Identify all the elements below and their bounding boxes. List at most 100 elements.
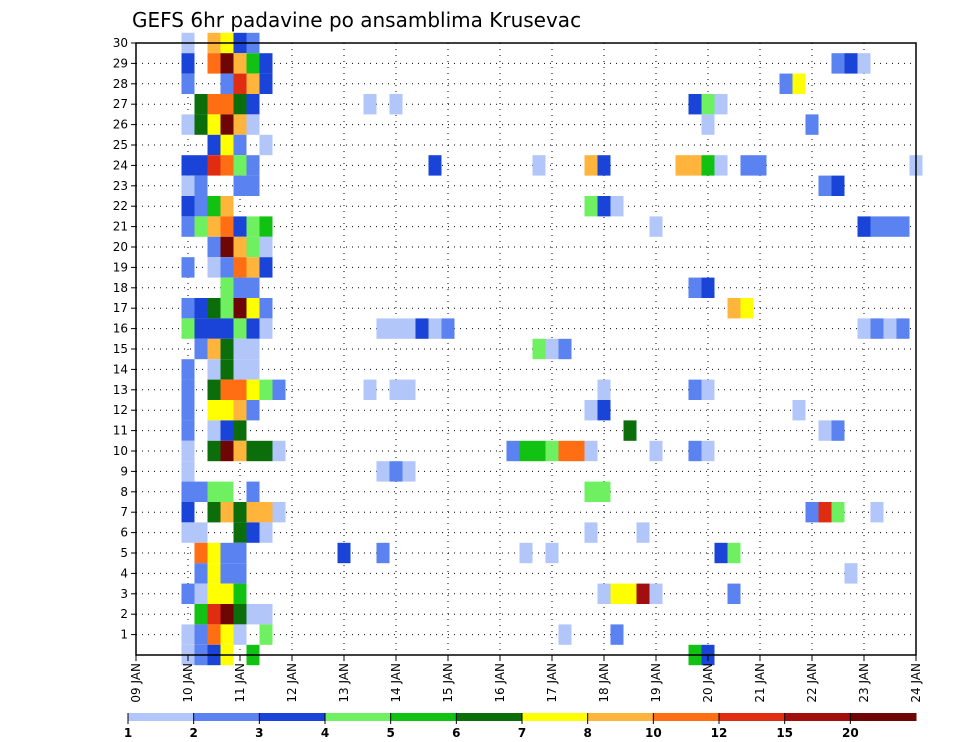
- heatmap-cell: [246, 318, 260, 339]
- heatmap-cell: [207, 94, 221, 115]
- heatmap-cell: [376, 461, 390, 482]
- heatmap-cell: [883, 216, 897, 237]
- heatmap-cell: [688, 94, 702, 115]
- heatmap-cell: [181, 440, 195, 462]
- heatmap-cell: [701, 379, 715, 400]
- colorbar-swatch: [850, 713, 917, 721]
- heatmap-cell: [259, 502, 273, 523]
- x-tick-label: 10 JAN: [181, 663, 195, 703]
- heatmap-cell: [181, 583, 195, 604]
- y-tick-label: 9: [120, 464, 128, 478]
- heatmap-cell: [207, 196, 221, 217]
- heatmap-cell: [233, 73, 247, 94]
- heatmap-cell: [389, 379, 403, 400]
- heatmap-cell: [181, 400, 195, 421]
- heatmap-cell: [545, 542, 559, 564]
- heatmap-cell: [246, 73, 260, 94]
- heatmap-cell: [558, 440, 572, 462]
- heatmap-cell: [831, 53, 845, 74]
- y-tick-label: 20: [113, 240, 128, 254]
- heatmap-cell: [246, 175, 260, 196]
- heatmap-cell: [389, 461, 403, 482]
- heatmap-cells: [181, 32, 923, 666]
- heatmap-cell: [181, 257, 195, 278]
- colorbar-label: 20: [842, 726, 859, 740]
- heatmap-cell: [584, 155, 598, 176]
- heatmap-cell: [233, 277, 247, 298]
- heatmap-cell: [207, 298, 221, 319]
- y-tick-label: 8: [120, 485, 128, 499]
- heatmap-cell: [220, 73, 234, 94]
- y-tick-label: 28: [113, 77, 128, 91]
- x-axis: 09 JAN 10 JAN 11 JAN 12 JAN 13 JAN 14 JAN 15 J…: [129, 655, 923, 703]
- heatmap-cell: [259, 216, 273, 237]
- y-axis: 1234567891011121314151617181920212223242…: [113, 36, 136, 642]
- y-tick-label: 3: [120, 587, 128, 601]
- heatmap-cell: [415, 318, 429, 339]
- heatmap-cell: [220, 481, 234, 502]
- heatmap-cell: [857, 216, 871, 237]
- heatmap-cell: [220, 277, 234, 298]
- heatmap-cell: [194, 114, 208, 135]
- x-tick-label: 19 JAN: [649, 663, 663, 703]
- x-tick-label: 20 JAN: [701, 663, 715, 703]
- heatmap-cell: [181, 216, 195, 237]
- heatmap-cell: [233, 298, 247, 319]
- heatmap-cell: [558, 624, 572, 645]
- heatmap-cell: [220, 94, 234, 115]
- colorbar-swatch: [719, 713, 786, 721]
- heatmap-cell: [194, 522, 208, 543]
- heatmap-cell: [194, 338, 208, 360]
- colorbar-swatch: [456, 713, 523, 721]
- heatmap-cell: [558, 338, 572, 360]
- heatmap-cell: [233, 604, 247, 625]
- heatmap-cell: [233, 379, 247, 400]
- heatmap-cell: [194, 94, 208, 115]
- heatmap-cell: [246, 216, 260, 237]
- heatmap-cell: [597, 481, 611, 502]
- heatmap-cell: [805, 114, 819, 135]
- heatmap-cell: [194, 196, 208, 217]
- heatmap-cell: [233, 114, 247, 135]
- heatmap-cell: [207, 379, 221, 400]
- heatmap-cell: [688, 440, 702, 462]
- heatmap-cell: [272, 379, 286, 400]
- heatmap-cell: [181, 461, 195, 482]
- heatmap-cell: [389, 318, 403, 339]
- heatmap-cell: [246, 379, 260, 400]
- heatmap-cell: [207, 604, 221, 625]
- heatmap-cell: [233, 318, 247, 339]
- y-tick-label: 7: [120, 505, 128, 519]
- heatmap-cell: [207, 542, 221, 564]
- heatmap-cell: [181, 359, 195, 380]
- heatmap-cell: [246, 53, 260, 74]
- heatmap-cell: [389, 94, 403, 115]
- colorbar-label: 4: [321, 726, 329, 740]
- heatmap-cell: [246, 94, 260, 115]
- heatmap-cell: [220, 604, 234, 625]
- heatmap-cell: [220, 400, 234, 421]
- heatmap-cell: [714, 94, 728, 115]
- colorbar-swatch: [784, 713, 851, 721]
- heatmap-cell: [220, 257, 234, 278]
- heatmap-cell: [207, 563, 221, 584]
- heatmap-cell: [428, 318, 442, 339]
- heatmap-cell: [792, 73, 806, 94]
- heatmap-cell: [220, 379, 234, 400]
- heatmap-cell: [207, 359, 221, 380]
- heatmap-cell: [428, 155, 442, 176]
- heatmap-cell: [831, 420, 845, 441]
- heatmap-cell: [597, 400, 611, 421]
- colorbar-label: 12: [711, 726, 728, 740]
- heatmap-cell: [597, 196, 611, 217]
- heatmap-cell: [181, 114, 195, 135]
- heatmap-cell: [181, 522, 195, 543]
- y-tick-label: 22: [113, 199, 128, 213]
- x-tick-label: 16 JAN: [493, 663, 507, 703]
- heatmap-cell: [896, 216, 910, 237]
- colorbar-label: 8: [583, 726, 591, 740]
- heatmap-cell: [740, 298, 754, 319]
- heatmap-cell: [818, 175, 832, 196]
- heatmap-cell: [181, 155, 195, 176]
